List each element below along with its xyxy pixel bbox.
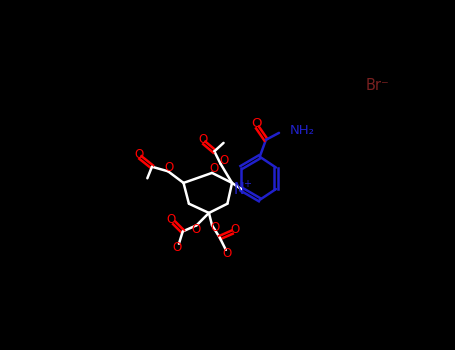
Text: O: O — [222, 247, 231, 260]
Text: O: O — [134, 148, 143, 161]
Text: O: O — [198, 133, 207, 146]
Text: +: + — [243, 179, 251, 189]
Text: O: O — [191, 223, 201, 236]
Text: O: O — [209, 162, 218, 175]
Text: O: O — [164, 161, 173, 174]
Text: O: O — [211, 221, 220, 234]
Text: O: O — [173, 241, 182, 254]
Text: NH₂: NH₂ — [290, 124, 315, 137]
Text: O: O — [219, 154, 228, 167]
Text: N: N — [233, 182, 244, 197]
Text: Br⁻: Br⁻ — [366, 78, 389, 93]
Text: O: O — [167, 214, 176, 226]
Text: O: O — [252, 117, 262, 130]
Text: O: O — [231, 223, 240, 236]
